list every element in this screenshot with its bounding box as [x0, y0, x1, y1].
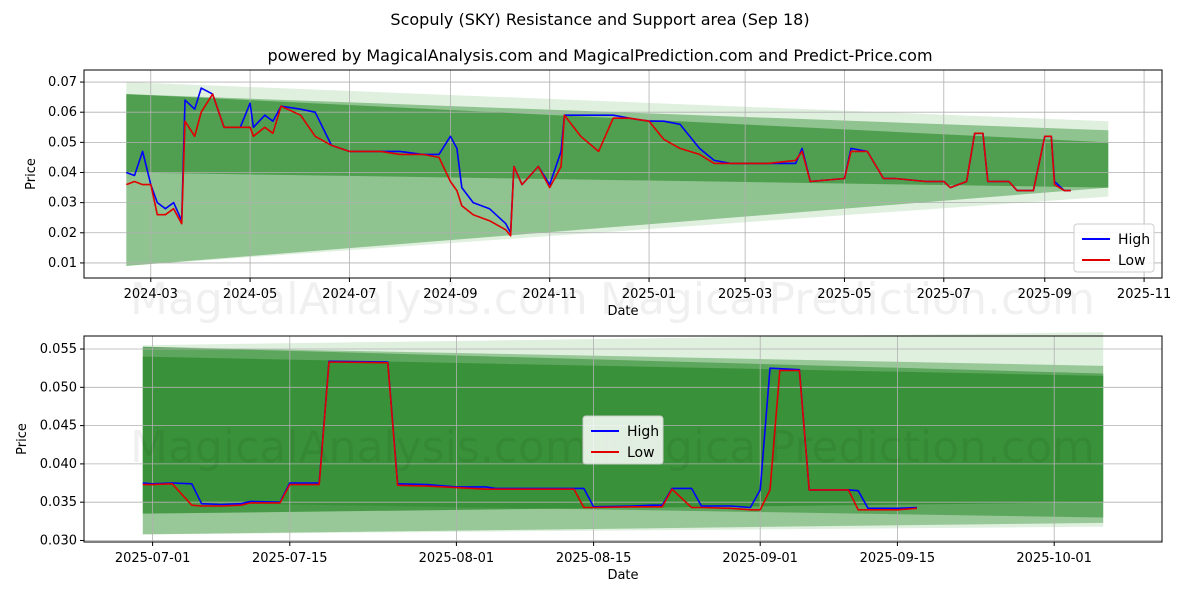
y-tick-label: 0.040 — [40, 457, 77, 472]
chart-subtitle: powered by MagicalAnalysis.com and Magic… — [267, 46, 933, 65]
y-tick-label: 0.05 — [48, 135, 77, 150]
support-band — [126, 94, 1109, 188]
legend: High Low — [582, 415, 664, 465]
x-tick-label: 2025-09-15 — [860, 551, 936, 566]
y-tick-label: 0.030 — [40, 533, 77, 548]
legend: High Low — [1073, 223, 1155, 273]
x-tick-label: 2024-11 — [523, 287, 577, 302]
legend-label-high: High — [1118, 232, 1150, 248]
y-tick-label: 0.03 — [48, 196, 77, 211]
x-axis-label: Date — [607, 304, 638, 319]
x-tick-label: 2025-07 — [917, 287, 971, 302]
plot-frame — [83, 335, 1163, 543]
x-tick-label: 2024-07 — [322, 287, 376, 302]
x-tick-label: 2025-01 — [622, 287, 676, 302]
y-tick-label: 0.04 — [48, 165, 77, 180]
x-tick-label: 2025-05 — [817, 287, 871, 302]
y-tick-label: 0.035 — [40, 495, 77, 510]
x-tick-label: 2025-03 — [718, 287, 772, 302]
x-tick-label: 2025-10-01 — [1016, 551, 1092, 566]
y-tick-label: 0.055 — [40, 342, 77, 357]
watermark: MagicalPrediction.com — [600, 274, 1095, 325]
legend-label-low: Low — [627, 445, 655, 461]
x-tick-label: 2025-08-01 — [419, 551, 495, 566]
x-tick-label: 2025-09-01 — [722, 551, 798, 566]
x-axis-label: Date — [607, 568, 638, 583]
plot-frame — [83, 69, 1163, 279]
x-tick-label: 2025-08-15 — [556, 551, 632, 566]
y-tick-label: 0.07 — [48, 75, 77, 90]
series-low-line — [142, 361, 918, 511]
y-tick-label: 0.06 — [48, 105, 77, 120]
x-tick-label: 2025-07-01 — [115, 551, 191, 566]
chart-title: Scopuly (SKY) Resistance and Support are… — [390, 10, 810, 29]
legend-label-low: Low — [1118, 253, 1146, 269]
y-tick-label: 0.045 — [40, 419, 77, 434]
y-tick-label: 0.01 — [48, 256, 77, 271]
series-low-line — [126, 93, 1071, 237]
x-tick-label: 2024-09 — [423, 287, 477, 302]
watermark: MagicalAnalysis.com — [130, 274, 588, 325]
watermark: MagicalPrediction.com — [600, 422, 1095, 473]
legend-label-high: High — [627, 424, 659, 440]
y-tick-label: 0.02 — [48, 226, 77, 241]
detail-chart: 2025-07-01 2025-07-15 2025-08-01 2025-08-15… — [15, 332, 1163, 583]
x-tick-label: 2024-05 — [223, 287, 277, 302]
watermark: MagicalAnalysis.com — [130, 422, 588, 473]
y-axis-label: Price — [15, 423, 30, 455]
x-tick-label: 2025-09 — [1018, 287, 1072, 302]
x-tick-label: 2025-07-15 — [252, 551, 328, 566]
x-tick-label: 2025-11 — [1117, 287, 1171, 302]
overview-chart: 2024-03 2024-05 2024-07 2024-09 2024-11 2025-… — [24, 69, 1171, 325]
y-tick-label: 0.050 — [40, 380, 77, 395]
y-axis-label: Price — [24, 158, 39, 190]
x-tick-label: 2024-03 — [124, 287, 178, 302]
